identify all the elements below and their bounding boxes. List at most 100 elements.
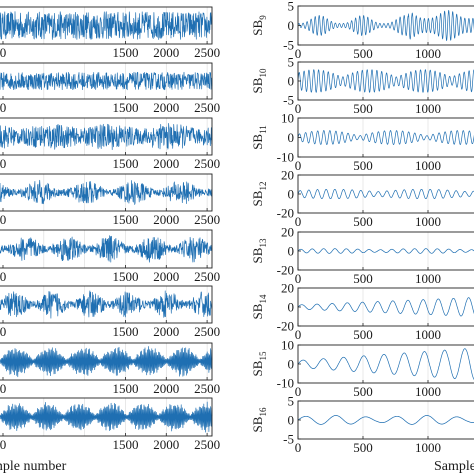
signal-line [0,179,213,205]
y-axis-label: SB10 [250,68,268,93]
signal-line [0,235,213,263]
signal-line [297,297,474,317]
y-axis-label-text: SB [250,303,265,319]
x-tick-label: 1000 [415,101,441,116]
x-tick-label: 2000 [153,45,179,60]
y-axis-label-text: SB [250,190,265,206]
signal-line [297,188,474,200]
x-tick-label: 0 [295,440,302,455]
left-panel-8: 0 1500 2000 2500 [0,397,220,452]
y-axis-label-index: 13 [258,238,268,248]
x-tick-label: 0 [0,269,6,284]
y-axis-label: SB11 [250,125,268,150]
y-tick-label: 10 [281,338,294,353]
x-tick-label: 2500 [194,212,220,227]
y-axis-label-index: 9 [258,15,268,20]
right-x-axis-label: Sample [434,459,474,474]
y-axis-label-text: SB [250,360,265,376]
x-tick-label: 1000 [415,327,441,342]
x-tick-label: 1500 [112,269,138,284]
y-axis-label: SB12 [250,182,268,207]
x-tick-label: 2500 [194,437,220,452]
y-axis-label: SB9 [250,15,268,36]
signal-line [0,71,213,91]
left-panel-7: 0 1500 2000 2500 [0,342,220,396]
y-tick-label: -5 [283,93,294,108]
x-tick-label: 500 [353,440,373,455]
y-axis-label-text: SB [250,77,265,93]
axes-frame [297,287,474,327]
x-tick-label: 0 [295,214,302,229]
y-axis-label-index: 11 [258,125,268,134]
left-panel-6: 0 1500 2000 2500 [0,285,220,339]
x-tick-label: 0 [295,101,302,116]
y-axis-label-text: SB [250,247,265,263]
x-tick-label: 1500 [112,437,138,452]
x-tick-label: 500 [353,271,373,286]
y-tick-label: 0 [288,18,295,33]
y-axis-label-index: 14 [258,294,268,304]
x-tick-label: 1000 [415,158,441,173]
y-tick-label: 0 [288,357,295,372]
x-tick-label: 2500 [194,324,220,339]
y-axis-label: SB14 [250,294,268,319]
y-axis-label-index: 12 [258,182,268,191]
x-tick-label: 2500 [194,45,220,60]
signal-line [297,69,474,93]
x-tick-label: 1000 [415,440,441,455]
x-tick-label: 2500 [194,156,220,171]
left-panel-1: 0 1500 2000 2500 [0,6,220,60]
x-tick-label: 0 [0,437,6,452]
x-tick-label: 0 [0,100,6,115]
x-tick-label: 2500 [194,100,220,115]
y-tick-label: 0 [288,300,295,315]
y-tick-label: -20 [277,206,294,221]
x-tick-label: 2500 [194,381,220,396]
x-tick-label: 500 [353,384,373,399]
x-tick-label: 2000 [153,324,179,339]
x-tick-label: 0 [0,156,6,171]
y-axis-label-index: 10 [258,68,268,78]
y-axis-label-index: 16 [258,407,268,417]
left-panel-5: 0 1500 2000 2500 [0,229,220,284]
x-tick-label: 0 [295,384,302,399]
x-tick-label: 2000 [153,437,179,452]
y-tick-label: -5 [283,432,294,447]
x-tick-label: 500 [353,327,373,342]
x-tick-label: 1500 [112,156,138,171]
y-axis-label-text: SB [250,416,265,432]
y-tick-label: -20 [277,263,294,278]
left-panel-3: 0 1500 2000 2500 [0,117,220,171]
x-tick-label: 500 [353,101,373,116]
x-tick-label: 1500 [112,100,138,115]
signal-line [297,415,474,425]
x-tick-label: 0 [0,212,6,227]
x-tick-label: 1000 [415,214,441,229]
x-tick-label: 0 [0,381,6,396]
axes-frame [297,231,474,271]
x-tick-label: 2000 [153,212,179,227]
y-tick-label: 0 [288,244,295,259]
x-tick-label: 1000 [415,384,441,399]
x-tick-label: 0 [295,46,302,61]
axes-frame [0,117,213,156]
x-tick-label: 2500 [194,269,220,284]
y-tick-label: -20 [277,319,294,334]
signal-line [297,9,474,41]
x-tick-label: 1500 [112,45,138,60]
signal-line [297,348,474,380]
signal-line [0,401,213,433]
signal-line [0,290,213,319]
x-tick-label: 1500 [112,212,138,227]
x-tick-label: 2000 [153,156,179,171]
signal-line [297,248,474,254]
